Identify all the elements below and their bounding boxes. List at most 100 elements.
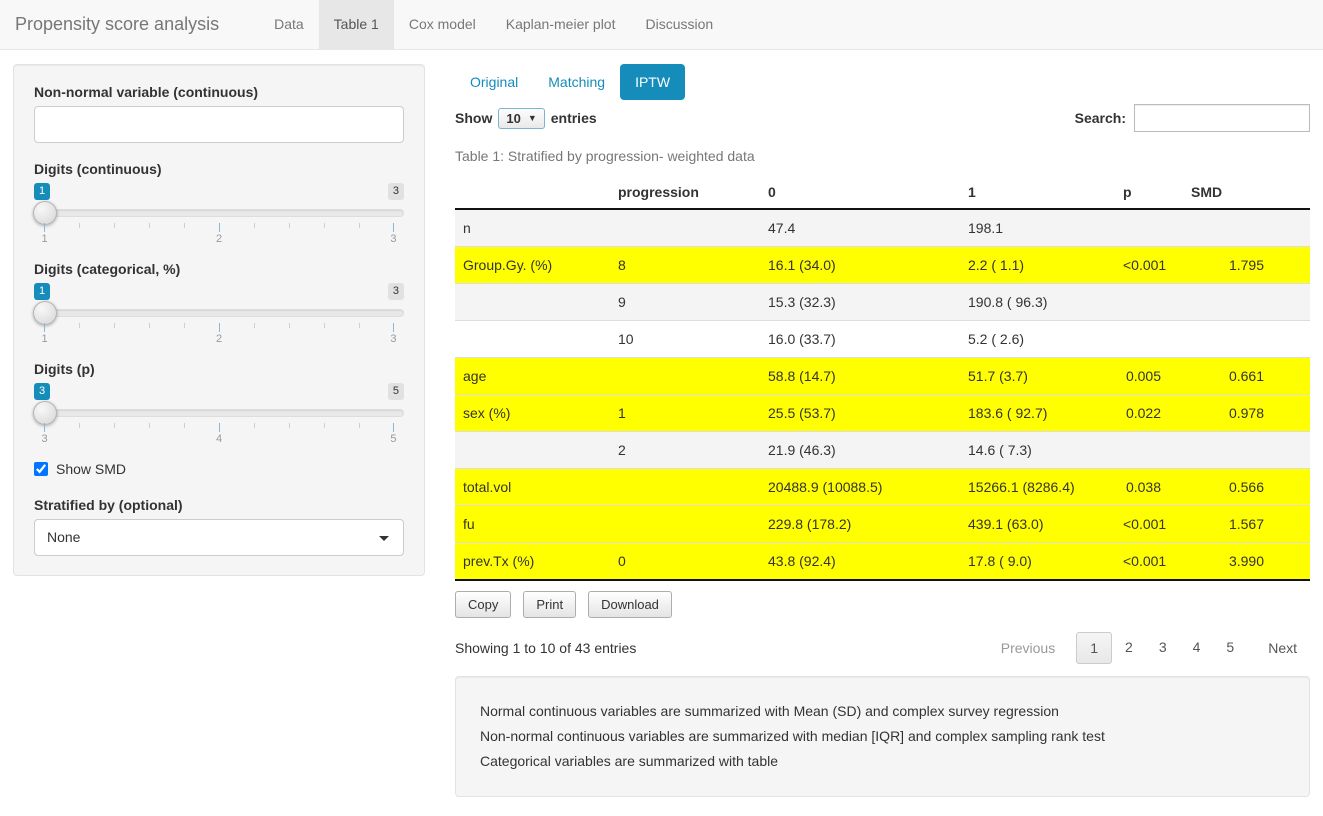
search-control: Search: xyxy=(1075,104,1310,132)
navbar-tab[interactable]: Cox model xyxy=(408,16,476,32)
cell-p: <0.001 xyxy=(1115,505,1183,543)
slider-max-badge: 5 xyxy=(387,383,404,400)
navbar-tab[interactable]: Discussion xyxy=(645,16,714,32)
cell-group1: 5.2 ( 2.6) xyxy=(960,320,1115,358)
cell-group0: 229.8 (178.2) xyxy=(760,505,960,543)
cell-group0: 21.9 (46.3) xyxy=(760,431,960,469)
subtab[interactable]: Matching xyxy=(548,74,606,90)
table-row[interactable]: 10 16.0 (33.7) 5.2 ( 2.6) xyxy=(455,320,1310,358)
page-number-button[interactable]: 2 xyxy=(1125,639,1133,655)
cell-level xyxy=(610,208,760,247)
table-row[interactable]: fu 229.8 (178.2) 439.1 (63.0) <0.001 1.5… xyxy=(455,505,1310,543)
next-page-button[interactable]: Next xyxy=(1268,640,1297,656)
cell-level: 2 xyxy=(610,431,760,469)
show-smd-label: Show SMD xyxy=(56,461,127,477)
cell-rowname: fu xyxy=(455,505,610,543)
cell-group1: 14.6 ( 7.3) xyxy=(960,431,1115,469)
previous-page-button[interactable]: Previous xyxy=(1000,640,1056,656)
slider-handle[interactable] xyxy=(33,301,57,325)
table-row[interactable]: 2 21.9 (46.3) 14.6 ( 7.3) xyxy=(455,431,1310,469)
cell-p: <0.001 xyxy=(1115,246,1183,284)
cell-group1: 51.7 (3.7) xyxy=(960,357,1115,395)
cell-level: 0 xyxy=(610,542,760,581)
entries-info: Showing 1 to 10 of 43 entries xyxy=(455,640,637,656)
app-title: Propensity score analysis xyxy=(15,14,220,34)
slider-group: Digits (p) 3 5 3 4 5 xyxy=(33,361,404,447)
slider-track[interactable] xyxy=(33,301,404,325)
slider-track[interactable] xyxy=(33,201,404,225)
summary-note: Categorical variables are summarized wit… xyxy=(480,753,779,769)
navbar-tab[interactable]: Kaplan-meier plot xyxy=(505,16,616,32)
cell-level: 9 xyxy=(610,283,760,321)
column-header-p[interactable]: p xyxy=(1115,176,1183,210)
show-smd-row: Show SMD xyxy=(34,461,404,477)
nonnormal-input[interactable] xyxy=(34,106,404,143)
cell-p xyxy=(1115,208,1183,247)
chevron-down-icon xyxy=(379,536,389,541)
table-row[interactable]: age 58.8 (14.7) 51.7 (3.7) 0.005 0.661 xyxy=(455,357,1310,395)
column-header-progression[interactable]: progression xyxy=(610,176,760,210)
pagination: Previous 1 2 3 4 5 Next xyxy=(988,632,1310,664)
search-input[interactable] xyxy=(1134,104,1310,132)
table-caption: Table 1: Stratified by progression- weig… xyxy=(455,148,755,164)
cell-group1: 17.8 ( 9.0) xyxy=(960,542,1115,581)
page-number-button[interactable]: 3 xyxy=(1158,639,1167,655)
entries-select[interactable]: 10 ▼ xyxy=(498,107,545,129)
cell-p xyxy=(1115,431,1183,469)
table-row[interactable]: 9 15.3 (32.3) 190.8 ( 96.3) xyxy=(455,283,1310,321)
navbar-tab[interactable]: Data xyxy=(274,16,304,32)
column-header-group0[interactable]: 0 xyxy=(760,176,960,210)
entries-label: entries xyxy=(550,110,597,126)
slider-max-badge: 3 xyxy=(387,283,404,300)
table-row[interactable]: sex (%) 1 25.5 (53.7) 183.6 ( 92.7) 0.02… xyxy=(455,394,1310,432)
slider-handle[interactable] xyxy=(33,401,57,425)
slider-groups: Digits (continuous) 1 3 1 2 xyxy=(33,161,404,447)
cell-group1: 15266.1 (8286.4) xyxy=(960,468,1115,506)
column-header-group1[interactable]: 1 xyxy=(960,176,1115,210)
cell-rowname: prev.Tx (%) xyxy=(455,542,610,581)
page-number-button[interactable]: 5 xyxy=(1226,639,1235,655)
export-button[interactable]: Copy xyxy=(455,591,512,618)
slider-handle[interactable] xyxy=(33,201,57,225)
export-button[interactable]: Print xyxy=(523,591,577,618)
entries-selected-value: 10 xyxy=(506,110,521,126)
table-row[interactable]: total.vol 20488.9 (10088.5) 15266.1 (828… xyxy=(455,468,1310,506)
page-number-button[interactable]: 1 xyxy=(1076,632,1113,664)
table-row[interactable]: prev.Tx (%) 0 43.8 (92.4) 17.8 ( 9.0) <0… xyxy=(455,542,1310,581)
table-row[interactable]: Group.Gy. (%) 8 16.1 (34.0) 2.2 ( 1.1) <… xyxy=(455,246,1310,284)
stratified-select[interactable]: None xyxy=(34,519,404,556)
cell-group0: 16.0 (33.7) xyxy=(760,320,960,358)
summary-note: Non-normal continuous variables are summ… xyxy=(480,728,1105,744)
chevron-down-icon: ▼ xyxy=(527,113,537,123)
column-header-rowname[interactable] xyxy=(455,176,610,210)
column-header-smd[interactable]: SMD xyxy=(1183,176,1310,210)
cell-p: 0.022 xyxy=(1115,394,1183,432)
cell-group0: 20488.9 (10088.5) xyxy=(760,468,960,506)
show-smd-checkbox[interactable] xyxy=(34,462,48,476)
subtab[interactable]: Original xyxy=(470,74,519,90)
cell-rowname: Group.Gy. (%) xyxy=(455,246,610,284)
cell-smd: 0.566 xyxy=(1183,468,1310,506)
export-button[interactable]: Download xyxy=(588,591,672,618)
sidebar-panel: Non-normal variable (continuous) Digits … xyxy=(13,64,425,576)
navbar-tab[interactable]: Table 1 xyxy=(318,0,394,49)
main-panel: Original Matching IPTW Show 10 ▼ entries… xyxy=(455,64,1310,797)
slider-grid: 1 2 3 xyxy=(42,323,396,345)
datatable-controls: Show 10 ▼ entries Search: xyxy=(455,104,1310,132)
slider-group: Digits (categorical, %) 1 3 1 2 xyxy=(33,261,404,347)
page-number-button[interactable]: 4 xyxy=(1192,639,1201,655)
cell-rowname: total.vol xyxy=(455,468,610,506)
slider-grid: 3 4 5 xyxy=(42,423,396,445)
page-numbers: 1 2 3 4 5 xyxy=(1076,632,1247,664)
cell-group0: 58.8 (14.7) xyxy=(760,357,960,395)
cell-smd xyxy=(1183,208,1310,247)
navbar-tabs: Data Table 1 Cox model Kaplan-meier plot… xyxy=(259,0,728,49)
subtab[interactable]: IPTW xyxy=(620,64,686,100)
slider-tick-label: 4 xyxy=(215,433,223,445)
table-row[interactable]: n 47.4 198.1 xyxy=(455,208,1310,247)
slider-track[interactable] xyxy=(33,401,404,425)
analysis-subtabs: Original Matching IPTW xyxy=(455,64,1310,100)
cell-group1: 198.1 xyxy=(960,208,1115,247)
cell-p: 0.038 xyxy=(1115,468,1183,506)
cell-group1: 439.1 (63.0) xyxy=(960,505,1115,543)
